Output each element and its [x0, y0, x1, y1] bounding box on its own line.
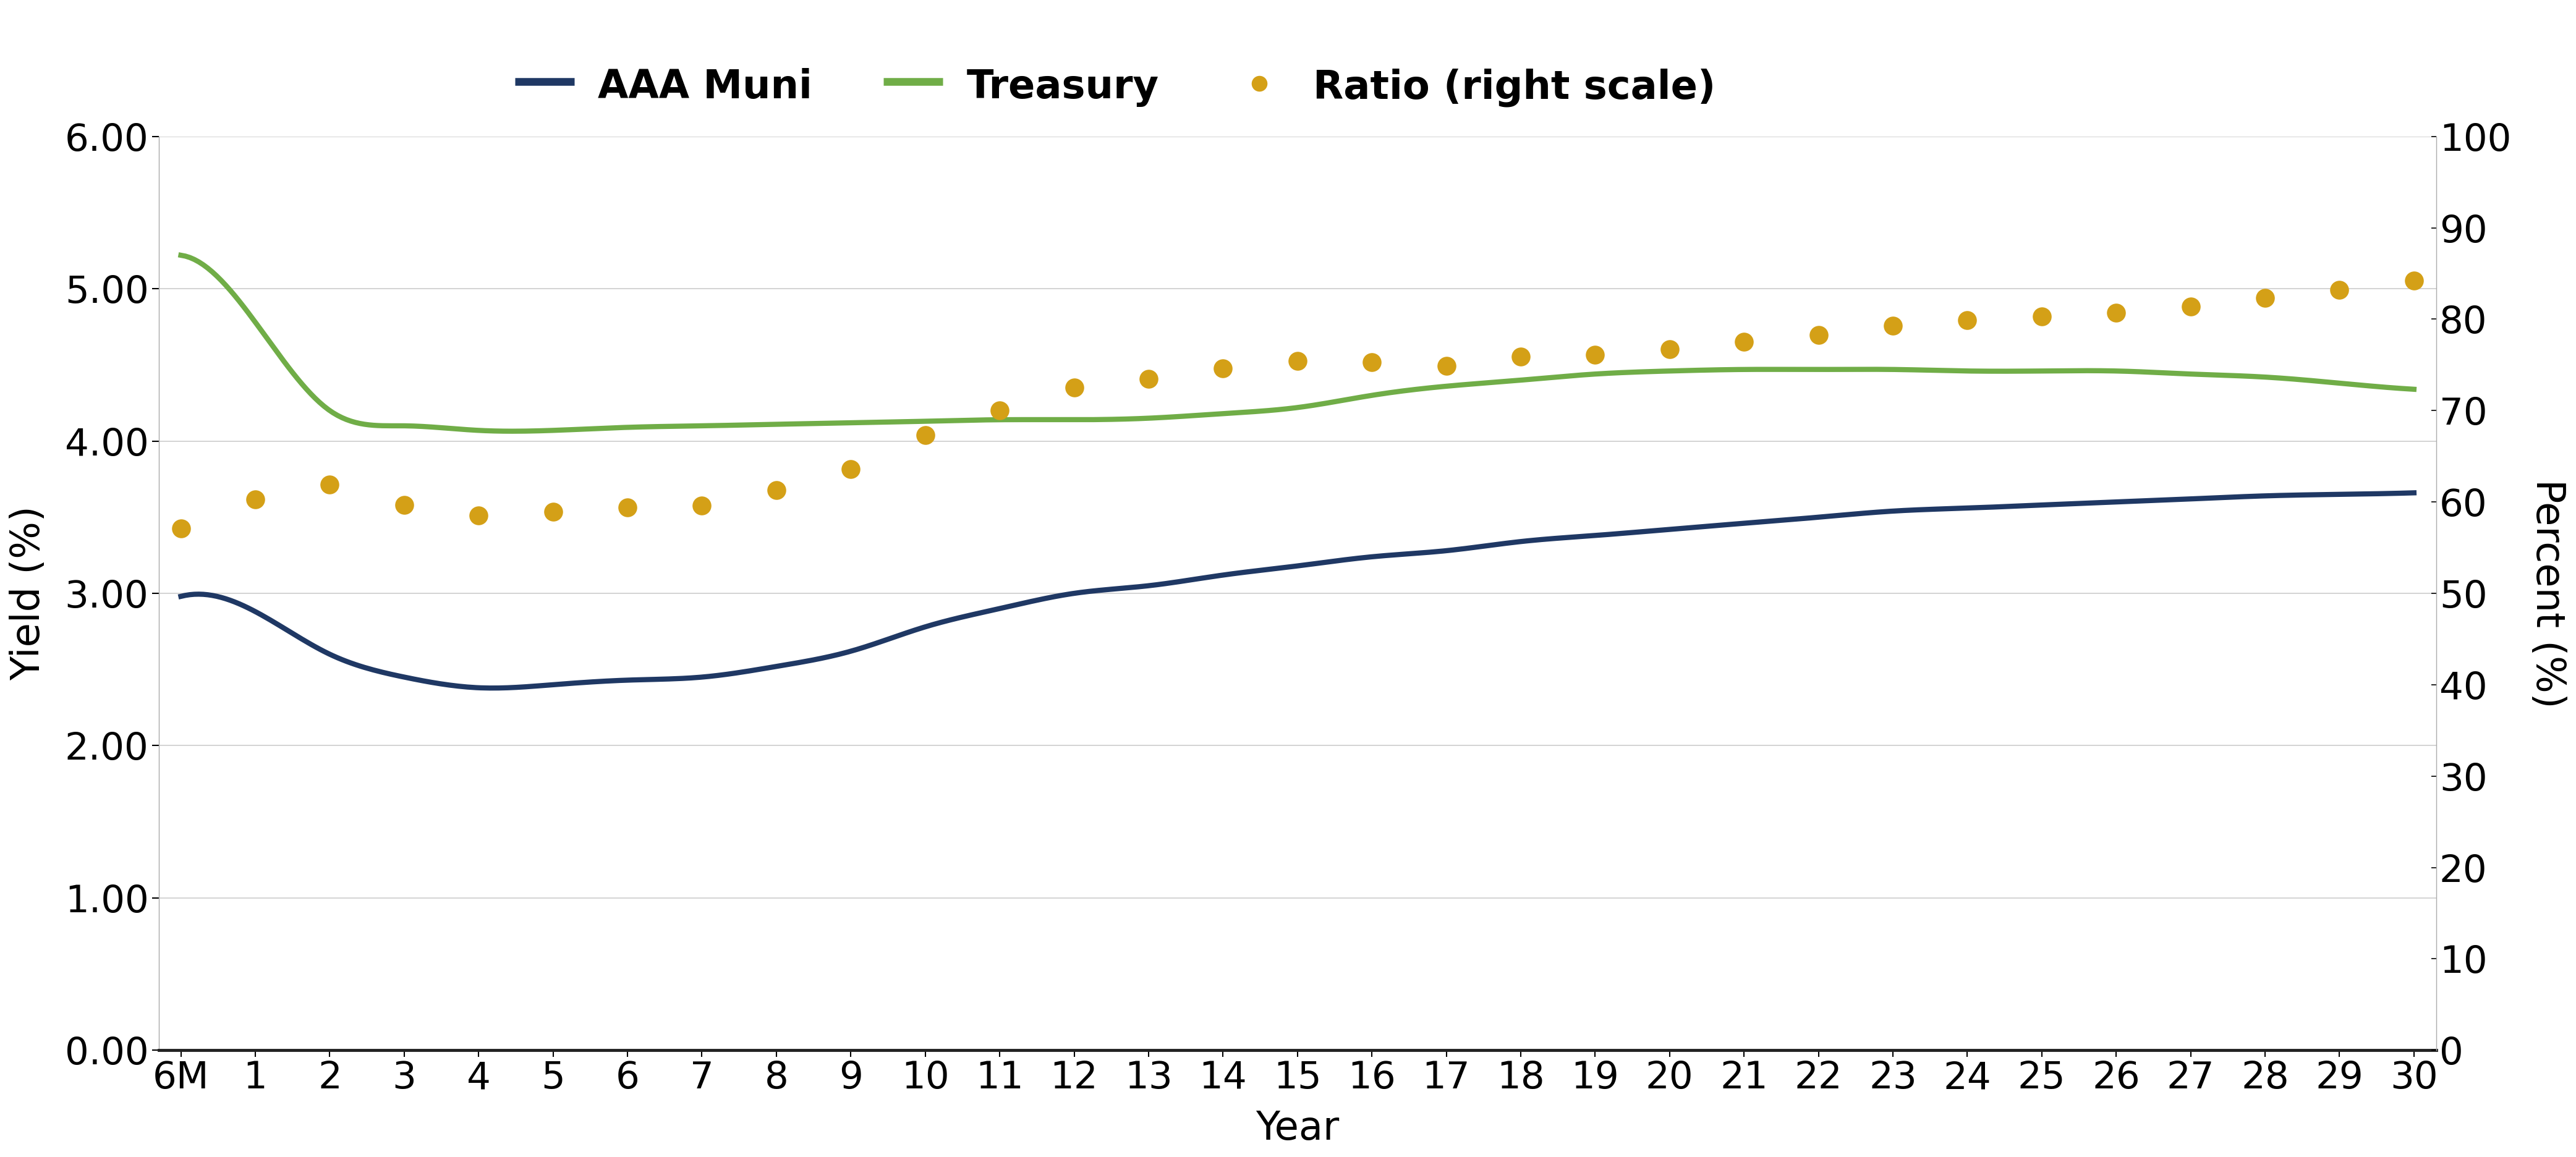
Ratio (right scale)	[384, 495, 425, 514]
Ratio (right scale)	[1649, 340, 1690, 359]
AAA Muni	[479, 681, 510, 695]
Ratio (right scale)	[459, 507, 500, 525]
AAA Muni	[1499, 536, 1530, 550]
AAA Muni	[2398, 486, 2429, 500]
Ratio (right scale)	[2244, 289, 2285, 308]
Treasury	[1244, 404, 1275, 418]
Ratio (right scale)	[1128, 369, 1170, 388]
Ratio (right scale)	[2169, 297, 2210, 316]
AAA Muni	[1999, 499, 2030, 513]
AAA Muni	[1244, 563, 1275, 577]
Ratio (right scale)	[1499, 347, 1540, 366]
Ratio (right scale)	[1574, 346, 1615, 364]
Line: AAA Muni: AAA Muni	[180, 493, 2414, 688]
Ratio (right scale)	[1203, 360, 1244, 378]
Treasury	[1231, 405, 1262, 419]
Ratio (right scale)	[755, 481, 796, 500]
Legend: AAA Muni, Treasury, Ratio (right scale): AAA Muni, Treasury, Ratio (right scale)	[515, 65, 1716, 108]
Ratio (right scale)	[1798, 325, 1839, 344]
Ratio (right scale)	[2318, 281, 2360, 300]
Ratio (right scale)	[1723, 333, 1765, 352]
Ratio (right scale)	[979, 401, 1020, 420]
Ratio (right scale)	[1352, 353, 1394, 371]
Ratio (right scale)	[2097, 303, 2138, 322]
Ratio (right scale)	[1054, 378, 1095, 397]
Ratio (right scale)	[309, 476, 350, 494]
Ratio (right scale)	[904, 426, 945, 444]
Line: Treasury: Treasury	[180, 256, 2414, 432]
X-axis label: Year: Year	[1255, 1110, 1340, 1148]
Ratio (right scale)	[1425, 356, 1466, 375]
Ratio (right scale)	[160, 519, 201, 538]
Treasury	[1499, 374, 1530, 388]
Ratio (right scale)	[234, 489, 276, 508]
AAA Muni	[165, 589, 196, 603]
Ratio (right scale)	[1947, 311, 1989, 330]
Y-axis label: Yield (%): Yield (%)	[10, 506, 46, 680]
AAA Muni	[1231, 565, 1262, 578]
Ratio (right scale)	[829, 459, 871, 478]
Treasury	[1999, 364, 2030, 378]
Treasury	[2398, 382, 2429, 396]
Treasury	[2349, 378, 2380, 392]
Ratio (right scale)	[680, 496, 721, 515]
AAA Muni	[2349, 487, 2380, 501]
Treasury	[1378, 385, 1409, 399]
Ratio (right scale)	[2393, 272, 2434, 290]
AAA Muni	[1378, 548, 1409, 562]
Ratio (right scale)	[1873, 316, 1914, 334]
Ratio (right scale)	[1278, 352, 1319, 370]
Ratio (right scale)	[608, 499, 649, 517]
Treasury	[165, 249, 196, 263]
Ratio (right scale)	[533, 503, 574, 522]
Y-axis label: Percent (%): Percent (%)	[2530, 479, 2566, 708]
Ratio (right scale)	[2022, 308, 2063, 326]
Treasury	[497, 425, 528, 439]
